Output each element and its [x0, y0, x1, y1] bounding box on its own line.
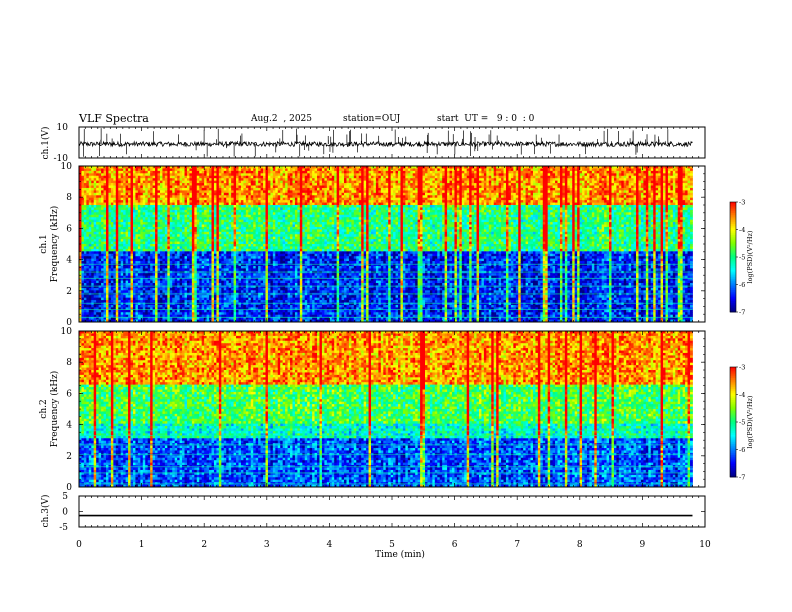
x-tick-label: 10 — [699, 540, 711, 550]
x-tick-label: 4 — [327, 540, 333, 550]
freq-tick-label: 10 — [61, 327, 73, 337]
spectrogram-ylabel: ch.2 — [39, 399, 49, 418]
x-tick-label: 9 — [640, 540, 646, 550]
x-axis-label: Time (min) — [375, 549, 425, 560]
colorbar-tick-label: -7 — [739, 474, 745, 482]
ch1-colorbar: -3 -4 -5 -6 -7 log(PSD)(V²/Hz) — [730, 199, 754, 317]
ch1-waveform-ylabel: ch.1(V) — [40, 127, 51, 160]
freq-tick-label: 8 — [66, 358, 72, 368]
colorbar-tick-label: -6 — [739, 446, 745, 454]
freq-tick-label: 10 — [61, 162, 73, 172]
ch2-colorbar: -3 -4 -5 -6 -7 log(PSD)(V²/Hz) — [730, 364, 754, 482]
freq-tick-label: 6 — [66, 224, 72, 234]
freq-tick-label: 8 — [66, 193, 72, 203]
ch3-y-tick-label: -5 — [59, 523, 68, 533]
colorbar-label: log(PSD)(V²/Hz) — [746, 395, 754, 448]
ch2-spectrogram-image — [79, 331, 693, 487]
freq-tick-label: 6 — [66, 389, 72, 399]
ch3-waveform-panel: 5 0 -5 ch.3(V) — [40, 492, 705, 533]
x-tick-label: 8 — [577, 540, 583, 550]
ch1-y-tick-label: 10 — [57, 123, 69, 133]
x-tick-label: 2 — [201, 540, 207, 550]
colorbar-tick-label: -4 — [739, 391, 745, 399]
colorbar-tick-label: -6 — [739, 281, 745, 289]
spectrogram-ylabel: Frequency (kHz) — [49, 371, 60, 448]
freq-tick-label: 4 — [66, 421, 72, 431]
colorbar-tick-label: -3 — [739, 364, 745, 372]
ch3-y-tick-label: 5 — [62, 492, 68, 502]
ch1-spectrogram-image — [79, 166, 693, 322]
spectrogram-ylabel: Frequency (kHz) — [49, 206, 60, 283]
x-tick-label: 1 — [139, 540, 145, 550]
ch3-y-tick-label: 0 — [62, 508, 68, 518]
ch3-waveform-ylabel: ch.3(V) — [40, 495, 51, 528]
x-tick-label: 7 — [514, 540, 520, 550]
freq-tick-label: 2 — [66, 452, 72, 462]
freq-tick-label: 2 — [66, 287, 72, 297]
colorbar-tick-label: -7 — [739, 309, 745, 317]
x-tick-label: 6 — [452, 540, 458, 550]
ch1-waveform-panel: 10-10 ch.1(V) — [40, 123, 705, 164]
x-tick-label: 5 — [389, 540, 395, 550]
freq-tick-label: 4 — [66, 256, 72, 266]
colorbar-tick-label: -4 — [739, 226, 745, 234]
x-tick-label: 0 — [76, 540, 82, 550]
colorbar-tick-label: -5 — [739, 254, 745, 262]
colorbar-tick-label: -3 — [739, 199, 745, 207]
colorbar-tick-label: -5 — [739, 419, 745, 427]
colorbar-label: log(PSD)(V²/Hz) — [746, 230, 754, 283]
x-tick-label: 3 — [264, 540, 270, 550]
spectrogram-ylabel: ch.1 — [39, 234, 49, 253]
